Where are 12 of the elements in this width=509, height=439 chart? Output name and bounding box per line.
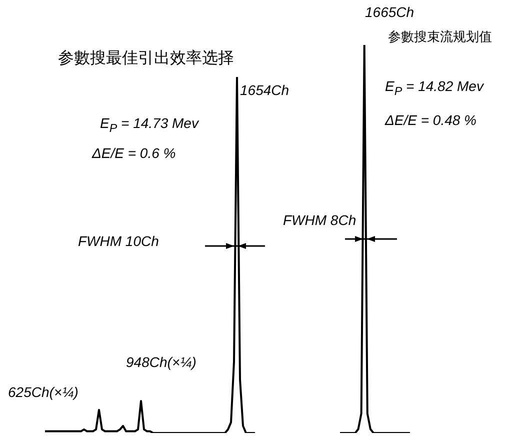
annotation: 948Ch(×¼) bbox=[126, 354, 196, 370]
annotation: ΔE/E = 0.48 % bbox=[385, 112, 476, 128]
annotation: 1654Ch bbox=[240, 82, 290, 98]
text: 参數搜束流规划值 bbox=[388, 29, 492, 46]
annotation: ΔE/E = 0.6 % bbox=[92, 145, 176, 161]
annotation: E$_{P}$ = 14.82 Mev bbox=[385, 78, 484, 98]
annotation: FWHM 8Ch bbox=[283, 212, 356, 228]
annotation: FWHM 10Ch bbox=[78, 233, 159, 249]
annotation: 625Ch(×¼) bbox=[8, 384, 78, 400]
chart-title: 参數搜最佳引出效率选择 bbox=[58, 48, 234, 69]
text: 1665Ch bbox=[365, 4, 414, 20]
annotation: E$_{P}$ = 14.73 Mev bbox=[100, 115, 198, 135]
